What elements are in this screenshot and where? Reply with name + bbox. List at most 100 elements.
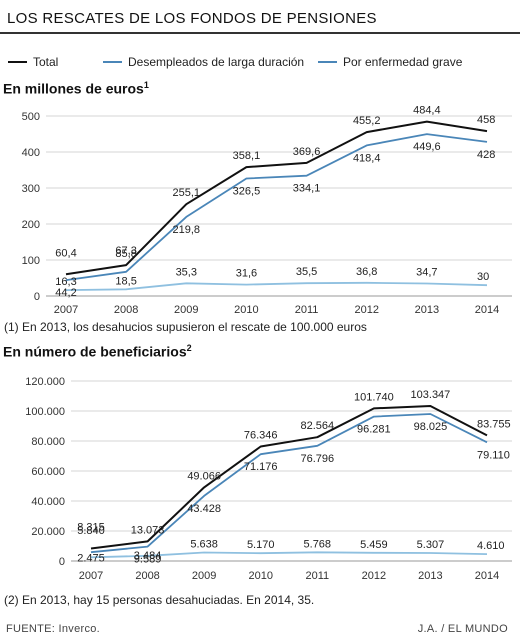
chart1-series-line: [65, 133, 488, 281]
chart2-data-label: 3.484: [134, 550, 162, 562]
legend-item-total: Total: [8, 55, 58, 69]
chart2-xtick-label: 2008: [135, 570, 159, 582]
chart2-data-label: 79.110: [477, 449, 510, 461]
chart2-data-label: 49.066: [187, 470, 221, 482]
chart2-ytick-label: 20.000: [31, 526, 65, 538]
chart1-xtick-label: 2013: [415, 304, 439, 316]
legend-label-enfermedad: Por enfermedad grave: [343, 55, 463, 69]
chart1-data-label: 334,1: [293, 183, 321, 195]
chart1-ytick-label: 400: [22, 147, 40, 159]
chart1-note: (1) En 2013, los desahucios supusieron e…: [4, 320, 367, 334]
chart2-ytick-label: 80.000: [31, 436, 65, 448]
chart2-data-label: 5.307: [417, 539, 445, 551]
chart1-data-label: 449,6: [413, 141, 441, 153]
chart2-data-label: 13.073: [131, 524, 165, 536]
chart2-note: (2) En 2013, hay 15 personas desahuciada…: [4, 593, 315, 607]
chart2-data-label: 2.475: [77, 552, 105, 564]
credit-note: J.A. / EL MUNDO: [417, 623, 508, 635]
chart1-data-label: 67,3: [115, 245, 136, 257]
chart-millones-euros: 0 100 200 300 400 500 2007 2008 2009 2010 2011 2012…: [22, 105, 512, 316]
chart2-data-label: 96.281: [357, 424, 391, 436]
chart1-xtick-label: 2014: [475, 304, 499, 316]
legend-swatch-desempleados: [103, 60, 122, 63]
chart1-data-label: 60,4: [55, 247, 76, 259]
title-divider: [0, 32, 520, 34]
chart2-xtick-label: 2014: [475, 570, 499, 582]
chart1-data-label: 36,8: [356, 266, 377, 278]
chart1-data-label: 18,5: [115, 275, 136, 287]
chart1-data-label: 35,5: [296, 266, 317, 278]
chart1-xtick-label: 2010: [234, 304, 258, 316]
chart2-data-label: 5.768: [304, 538, 332, 550]
chart2-data-label: 5.840: [77, 525, 105, 537]
chart2-data-label: 9.589: [134, 554, 162, 566]
legend-label-total: Total: [33, 55, 59, 69]
chart1-ytick-label: 0: [34, 291, 40, 303]
chart2-data-label: 5.170: [247, 539, 275, 551]
chart2-series-line: [90, 405, 488, 550]
chart1-data-label: 30: [477, 271, 489, 283]
chart1-data-label: 326,5: [233, 185, 261, 197]
chart2-xtick-label: 2011: [305, 570, 329, 582]
legend-label-desempleados: Desempleados de larga duración: [128, 55, 305, 69]
chart2-data-label: 76.346: [244, 429, 278, 441]
chart1-data-label: 358,1: [233, 150, 261, 162]
chart2-data-label: 76.796: [300, 453, 334, 465]
legend-item-enfermedad: Por enfermedad grave: [318, 55, 462, 69]
chart2-xtick-label: 2010: [248, 570, 272, 582]
legend-swatch-enfermedad: [318, 60, 337, 63]
chart1-data-label: 34,7: [416, 267, 437, 279]
chart1-title: En millones de euros1: [3, 80, 149, 97]
chart1-data-label: 85,8: [115, 248, 136, 260]
chart2-data-label: 5.459: [360, 539, 388, 551]
chart2-data-label: 82.564: [300, 420, 334, 432]
chart2-data-label: 101.740: [354, 391, 394, 403]
chart2-data-label: 8.315: [77, 522, 105, 534]
chart2-data-label: 98.025: [414, 421, 448, 433]
chart1-data-label: 255,1: [173, 187, 201, 199]
chart2-data-label: 71.176: [244, 461, 278, 473]
chart1-data-label: 484,4: [413, 105, 441, 117]
page-title: LOS RESCATES DE LOS FONDOS DE PENSIONES: [7, 10, 377, 27]
chart2-xtick-label: 2013: [418, 570, 442, 582]
chart2-ytick-label: 100.000: [25, 406, 65, 418]
chart1-series-line: [65, 120, 488, 276]
chart2-series-line: [90, 551, 488, 559]
chart1-ytick-label: 300: [22, 183, 40, 195]
chart2-xtick-label: 2012: [362, 570, 386, 582]
chart2-series-line: [90, 413, 488, 554]
chart1-data-label: 44,2: [55, 287, 76, 299]
chart1-data-label: 418,4: [353, 152, 381, 164]
source-note: FUENTE: Inverco.: [6, 623, 101, 635]
chart1-data-label: 428: [477, 149, 495, 161]
chart1-data-label: 458: [477, 114, 495, 126]
chart2-ytick-label: 40.000: [31, 496, 65, 508]
legend-item-desempleados: Desempleados de larga duración: [103, 55, 304, 69]
chart2-ytick-label: 0: [59, 556, 65, 568]
chart1-data-label: 369,6: [293, 146, 321, 158]
chart2-data-label: 43.428: [187, 503, 221, 515]
chart1-xtick-label: 2011: [295, 304, 319, 316]
chart1-data-label: 31,6: [236, 268, 257, 280]
chart1-ytick-label: 100: [22, 255, 40, 267]
chart1-data-label: 455,2: [353, 115, 381, 127]
chart1-data-label: 16,3: [55, 276, 76, 288]
legend-swatch-total: [8, 60, 27, 63]
chart2-data-label: 83.755: [477, 418, 511, 430]
chart1-series-line: [65, 281, 488, 291]
chart1-xtick-label: 2012: [354, 304, 378, 316]
chart2-data-label: 103.347: [411, 389, 451, 401]
chart1-data-label: 219,8: [173, 224, 201, 236]
chart1-ytick-label: 200: [22, 219, 40, 231]
chart2-ytick-label: 60.000: [31, 466, 65, 478]
chart2-xtick-label: 2009: [192, 570, 216, 582]
chart2-xtick-label: 2007: [79, 570, 103, 582]
chart1-data-label: 35,3: [176, 266, 197, 278]
chart1-xtick-label: 2008: [114, 304, 138, 316]
chart1-xtick-label: 2007: [54, 304, 78, 316]
chart-beneficiarios: 0 20.000 40.000 60.000 80.000 100.000 120.000 2…: [25, 376, 512, 582]
chart1-ytick-label: 500: [22, 111, 40, 123]
chart2-ytick-label: 120.000: [25, 376, 65, 388]
chart2-title: En número de beneficiarios2: [3, 343, 192, 360]
chart2-data-label: 5.638: [190, 539, 218, 551]
